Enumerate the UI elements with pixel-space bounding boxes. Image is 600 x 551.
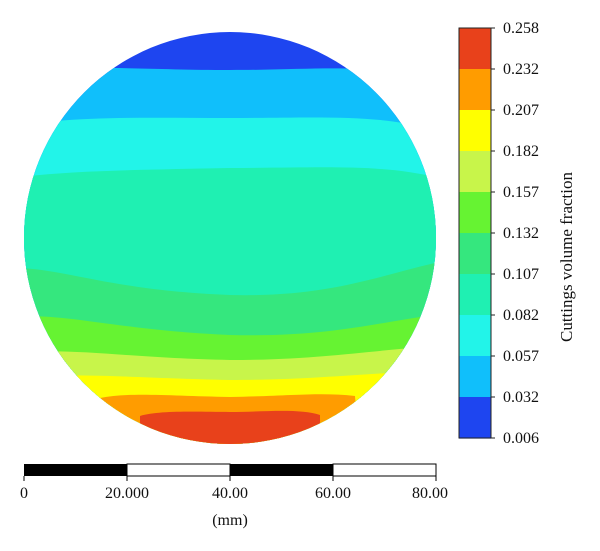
colorbar-tick-label: 0.157	[503, 184, 539, 201]
colorbar-tick-label: 0.258	[503, 20, 539, 37]
scale-tick-60: 60.00	[315, 485, 351, 502]
colorbar-tick-label: 0.082	[503, 307, 539, 324]
colorbar-tick-label: 0.006	[503, 430, 539, 447]
colorbar-tick-label: 0.182	[503, 143, 539, 160]
colorbar-swatch	[459, 28, 491, 70]
colorbar-swatch	[459, 192, 491, 234]
scale-segment-1	[24, 464, 127, 476]
contour-band-9	[140, 410, 320, 444]
scale-segment-4	[332, 463, 437, 477]
colorbar-swatch	[459, 233, 491, 275]
scale-tick-0: 0	[20, 485, 28, 502]
colorbar-tick-label: 0.232	[503, 61, 539, 78]
colorbar-swatch	[459, 151, 491, 193]
colorbar-swatch	[459, 110, 491, 152]
scale-tick-40: 40.00	[212, 485, 248, 502]
colorbar-tick-label: 0.107	[503, 266, 539, 283]
colorbar-swatch	[459, 315, 491, 357]
scale-bar	[23, 463, 437, 481]
scale-tick-80: 80.00	[412, 485, 448, 502]
colorbar-tick-label: 0.057	[503, 348, 539, 365]
colorbar	[458, 27, 495, 439]
colorbar-swatch	[459, 356, 491, 398]
scale-unit: (mm)	[212, 512, 248, 529]
colorbar-swatch	[459, 69, 491, 111]
colorbar-swatch	[459, 397, 491, 439]
scale-tick-20: 20.000	[105, 485, 149, 502]
colorbar-swatch	[459, 274, 491, 316]
cross-section-contour	[24, 32, 436, 444]
colorbar-tick-label: 0.132	[503, 225, 539, 242]
colorbar-tick-label: 0.207	[503, 102, 539, 119]
colorbar-title: Cuttings volume fraction	[557, 172, 576, 342]
scale-segment-2	[126, 463, 231, 477]
colorbar-tick-label: 0.032	[503, 389, 539, 406]
scale-segment-3	[230, 464, 333, 476]
